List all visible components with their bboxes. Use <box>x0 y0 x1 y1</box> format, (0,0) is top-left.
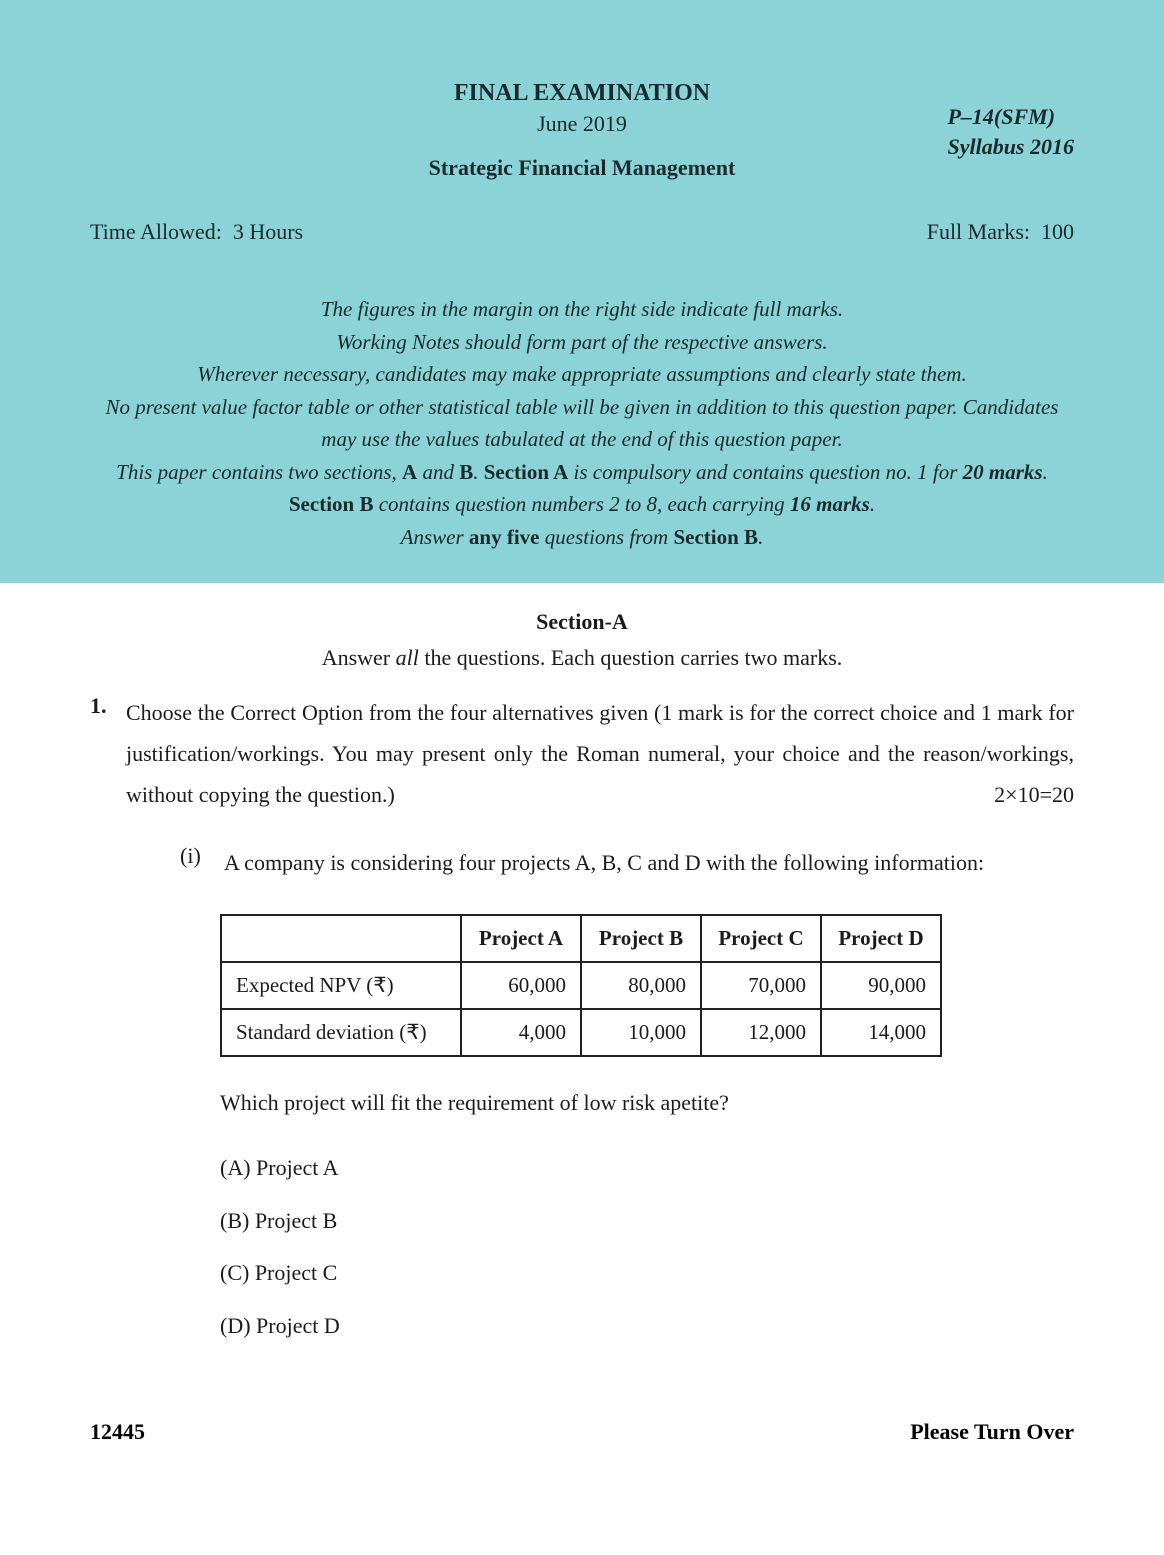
instruction-line-4: No present value factor table or other s… <box>90 391 1074 456</box>
option-c: (C) Project C <box>220 1247 1074 1300</box>
question-1-body: Choose the Correct Option from the four … <box>126 700 1074 806</box>
turn-over-label: Please Turn Over <box>910 1419 1074 1445</box>
instr5-mid2: is compulsory and contains question no. … <box>568 460 962 484</box>
instr5-end: . <box>870 492 875 516</box>
instr6-mid: questions from <box>540 525 674 549</box>
paper-code-line2: Syllabus 2016 <box>947 132 1074 162</box>
full-marks-value: 100 <box>1041 219 1074 244</box>
option-d: (D) Project D <box>220 1300 1074 1353</box>
instr5-A: A <box>402 460 417 484</box>
question-1-i-options: (A) Project A (B) Project B (C) Project … <box>220 1142 1074 1353</box>
table-header-row: Project A Project B Project C Project D <box>221 915 941 962</box>
exam-date: June 2019 <box>90 111 1074 137</box>
instr6-secB: Section B <box>673 525 758 549</box>
project-table: Project A Project B Project C Project D … <box>220 914 942 1057</box>
project-table-wrap: Project A Project B Project C Project D … <box>220 914 1074 1057</box>
row-npv-d: 90,000 <box>821 962 941 1009</box>
instr5-and: and <box>417 460 459 484</box>
time-allowed-label: Time Allowed: <box>90 219 222 244</box>
page-footer: 12445 Please Turn Over <box>90 1419 1074 1445</box>
instr5-mid1: . <box>473 460 484 484</box>
paper-code-line1: P–14(SFM) <box>947 102 1074 132</box>
instr5-mid3: . <box>1043 460 1048 484</box>
instr6-any5: any five <box>469 525 540 549</box>
instr5-pre: This paper contains two sections, <box>116 460 402 484</box>
table-row: Expected NPV (₹) 60,000 80,000 70,000 90… <box>221 962 941 1009</box>
th-blank <box>221 915 461 962</box>
question-1-i-followup: Which project will fit the requirement o… <box>220 1083 1074 1124</box>
instructions-block: The figures in the margin on the right s… <box>90 293 1074 553</box>
instruction-line-6: Answer any five questions from Section B… <box>90 521 1074 554</box>
instr5-secB: Section B <box>289 492 374 516</box>
secA-sub-post: the questions. Each question carries two… <box>419 645 842 670</box>
instruction-line-1: The figures in the margin on the right s… <box>90 293 1074 326</box>
option-b: (B) Project B <box>220 1195 1074 1248</box>
instr5-secA: Section A <box>484 460 569 484</box>
row-sd-d: 14,000 <box>821 1009 941 1056</box>
secA-sub-all: all <box>396 645 419 670</box>
instruction-line-2: Working Notes should form part of the re… <box>90 326 1074 359</box>
th-project-c: Project C <box>701 915 821 962</box>
body-block: Section-A Answer all the questions. Each… <box>0 583 1164 1393</box>
row-sd-c: 12,000 <box>701 1009 821 1056</box>
section-a-title: Section-A <box>90 609 1074 635</box>
row-sd-b: 10,000 <box>581 1009 701 1056</box>
question-1-marks: 2×10=20 <box>954 775 1074 816</box>
instr5-20: 20 marks <box>963 460 1043 484</box>
title-row: FINAL EXAMINATION June 2019 P–14(SFM) Sy… <box>90 80 1074 181</box>
row-sd-label: Standard deviation (₹) <box>221 1009 461 1056</box>
instr6-pre: Answer <box>401 525 469 549</box>
subject-title: Strategic Financial Management <box>90 155 1074 181</box>
th-project-a: Project A <box>461 915 581 962</box>
row-sd-a: 4,000 <box>461 1009 581 1056</box>
time-marks-row: Time Allowed: 3 Hours Full Marks: 100 <box>90 219 1074 245</box>
exam-title: FINAL EXAMINATION <box>90 80 1074 107</box>
instr5-B: B <box>459 460 473 484</box>
header-block: FINAL EXAMINATION June 2019 P–14(SFM) Sy… <box>0 0 1164 583</box>
row-npv-c: 70,000 <box>701 962 821 1009</box>
instruction-line-5: This paper contains two sections, A and … <box>90 456 1074 521</box>
page-code: 12445 <box>90 1419 145 1445</box>
full-marks-label: Full Marks: <box>927 219 1030 244</box>
row-npv-a: 60,000 <box>461 962 581 1009</box>
instruction-line-3: Wherever necessary, candidates may make … <box>90 358 1074 391</box>
th-project-d: Project D <box>821 915 941 962</box>
exam-page: FINAL EXAMINATION June 2019 P–14(SFM) Sy… <box>0 0 1164 1555</box>
instr6-end: . <box>758 525 763 549</box>
question-1: 1. Choose the Correct Option from the fo… <box>90 693 1074 815</box>
section-a-sub: Answer all the questions. Each question … <box>90 645 1074 671</box>
th-project-b: Project B <box>581 915 701 962</box>
table-row: Standard deviation (₹) 4,000 10,000 12,0… <box>221 1009 941 1056</box>
paper-code: P–14(SFM) Syllabus 2016 <box>947 102 1074 161</box>
full-marks: Full Marks: 100 <box>927 219 1074 245</box>
instr5-16: 16 marks <box>790 492 870 516</box>
row-npv-b: 80,000 <box>581 962 701 1009</box>
option-a: (A) Project A <box>220 1142 1074 1195</box>
question-1-i-text: A company is considering four projects A… <box>224 843 1074 884</box>
secA-sub-pre: Answer <box>322 645 396 670</box>
question-1-number: 1. <box>90 693 126 815</box>
instr5-mid4: contains question numbers 2 to 8, each c… <box>373 492 789 516</box>
row-npv-label: Expected NPV (₹) <box>221 962 461 1009</box>
question-1-i: (i) A company is considering four projec… <box>180 843 1074 884</box>
question-1-text: Choose the Correct Option from the four … <box>126 693 1074 815</box>
question-1-i-label: (i) <box>180 843 224 884</box>
time-allowed: Time Allowed: 3 Hours <box>90 219 303 245</box>
time-allowed-value: 3 Hours <box>233 219 303 244</box>
